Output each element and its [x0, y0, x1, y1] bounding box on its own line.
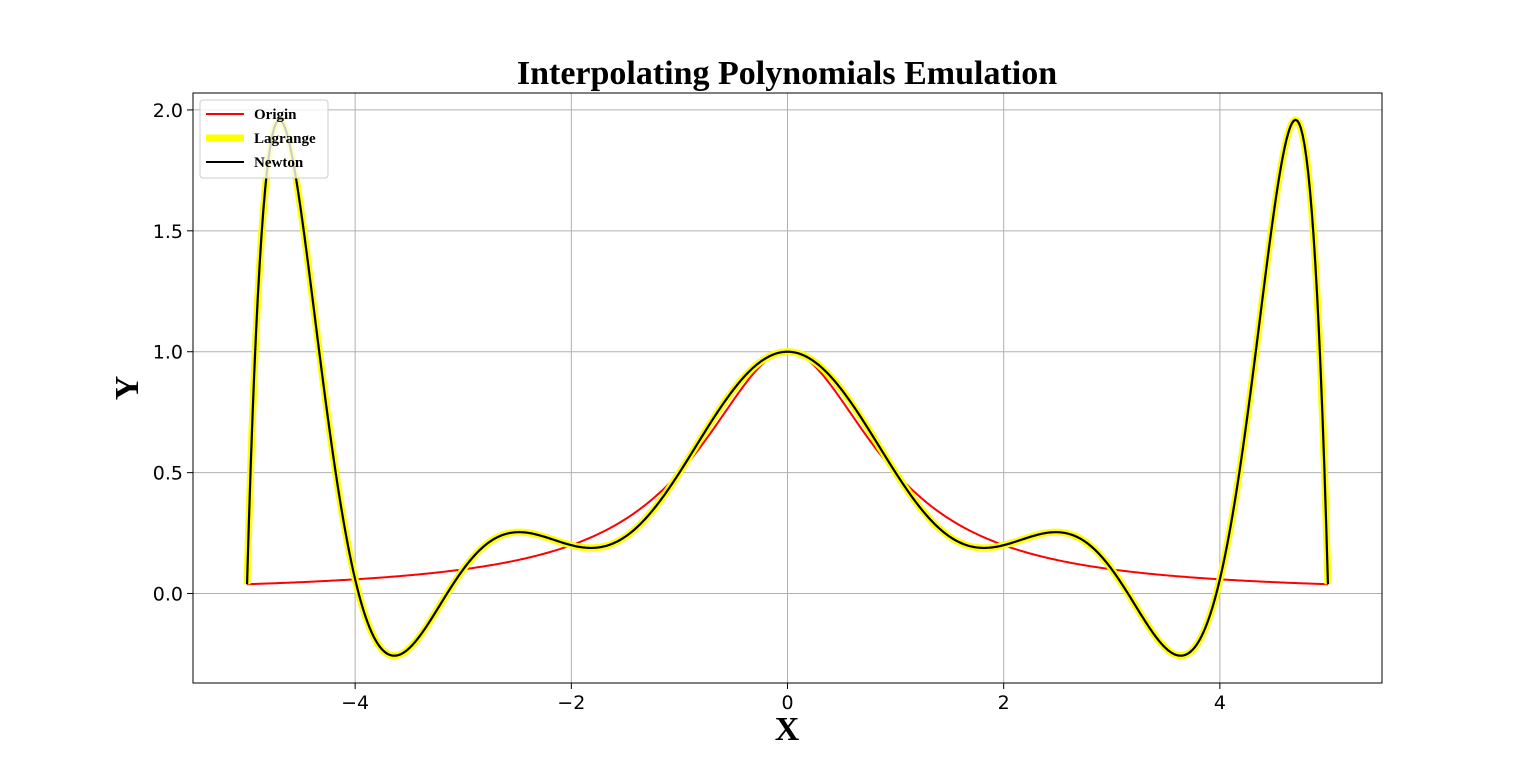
- x-tick-label: 4: [1214, 692, 1226, 714]
- x-tick-label: 0: [781, 692, 793, 714]
- legend: Origin Lagrange Newton: [199, 99, 329, 179]
- legend-label-origin: Origin: [254, 107, 297, 123]
- series-line-newton: [245, 118, 1330, 657]
- plot-area: [192, 92, 1383, 684]
- grid: [193, 93, 1382, 683]
- x-axis-label: X: [775, 711, 800, 748]
- y-tick-label: 1.0: [153, 342, 183, 364]
- chart-title: Interpolating Polynomials Emulation: [517, 55, 1057, 92]
- y-tick-label: 2.0: [153, 100, 183, 122]
- y-axis-label: Y: [109, 376, 146, 401]
- x-axis: −4 −2 0 2 4: [341, 683, 1226, 714]
- x-tick-label: 2: [998, 692, 1010, 714]
- y-tick-label: 1.5: [153, 221, 183, 243]
- y-tick-label: 0.5: [153, 463, 183, 485]
- series-lines: [243, 116, 1332, 660]
- legend-box: [199, 99, 329, 179]
- y-tick-label: 0.0: [153, 584, 183, 606]
- legend-label-newton: Newton: [254, 155, 304, 171]
- x-tick-label: −4: [341, 692, 369, 714]
- legend-label-lagrange: Lagrange: [254, 131, 316, 147]
- x-tick-label: −2: [557, 692, 585, 714]
- y-axis: 0.0 0.5 1.0 1.5 2.0: [153, 100, 193, 606]
